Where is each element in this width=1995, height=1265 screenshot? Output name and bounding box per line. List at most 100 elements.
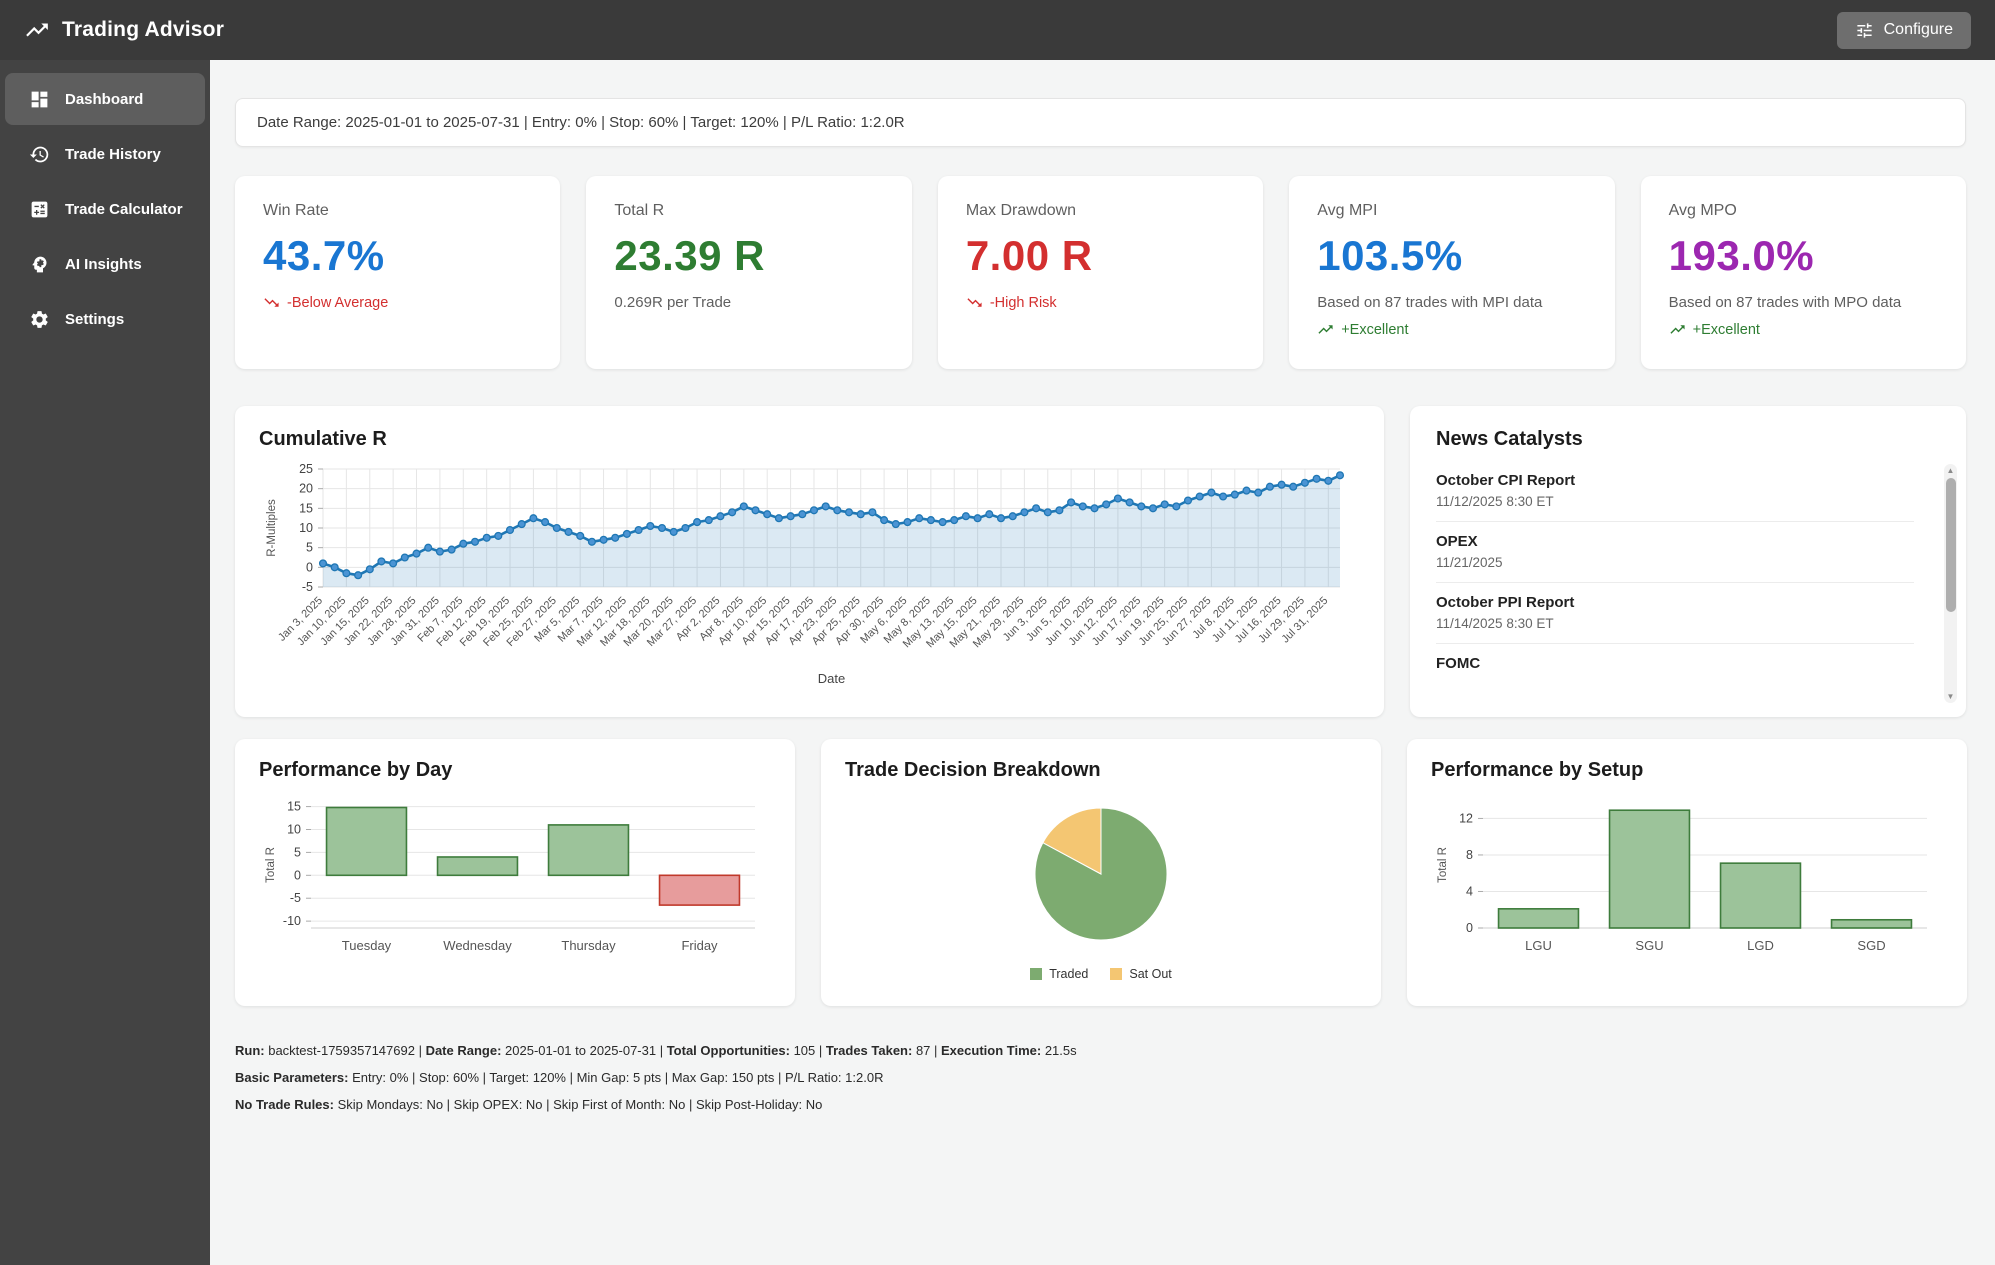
configure-button[interactable]: Configure	[1836, 11, 1971, 49]
legend-label: Traded	[1049, 967, 1089, 981]
sidebar-item-label: Settings	[65, 310, 125, 328]
sidebar-item-dashboard[interactable]: Dashboard	[5, 73, 205, 125]
svg-text:5: 5	[294, 845, 301, 859]
svg-text:R-Multiples: R-Multiples	[266, 499, 278, 557]
kpi-value: 23.39 R	[614, 232, 766, 279]
kpi-label: Avg MPI	[1317, 202, 1378, 219]
svg-text:15: 15	[287, 800, 301, 814]
sidebar-item-trade-history[interactable]: Trade History	[5, 128, 205, 180]
svg-text:0: 0	[1466, 921, 1473, 935]
kpi-trend-text: +Excellent	[1317, 321, 1586, 338]
news-list: October CPI Report 11/12/2025 8:30 ET OP…	[1436, 461, 1940, 689]
kpi-value: 7.00 R	[965, 232, 1093, 279]
svg-text:-5: -5	[290, 891, 301, 905]
legend-item-traded[interactable]: Traded	[1030, 967, 1088, 981]
kpi-label: Total R	[614, 202, 665, 219]
sidebar-item-label: Trade History	[65, 145, 161, 163]
kpi-card-win-rate: Win Rate 43.7% -Below Average	[235, 176, 561, 369]
trade-decision-breakdown-card: Trade Decision Breakdown Traded Sat Out	[821, 739, 1381, 1006]
news-scrollbar[interactable]: ▲ ▼	[1944, 464, 1957, 703]
settings-gear-icon	[31, 310, 48, 328]
kpi-sub-label: +Excellent	[1341, 321, 1409, 338]
cumulative-r-card: Cumulative R -5 0 5 10 15 20 25 Jan 3, 2025 Jan …	[235, 406, 1384, 717]
scroll-down-arrow-icon[interactable]: ▼	[1946, 692, 1955, 701]
news-item[interactable]: FOMC	[1436, 644, 1914, 689]
kpi-label: Max Drawdown	[965, 202, 1077, 219]
svg-text:LGD: LGD	[1747, 938, 1774, 953]
sidebar-item-ai-insights[interactable]: AI Insights	[5, 238, 205, 290]
kpi-card-total-r: Total R 23.39 R 0.269R per Trade	[586, 176, 912, 369]
calculator-icon	[31, 201, 48, 217]
news-item-title: FOMC	[1436, 655, 1481, 672]
sat-out-legend-swatch	[1110, 968, 1123, 980]
performance-by-day-title: Performance by Day	[259, 759, 453, 781]
performance-by-day-chart[interactable]: -10 -5 0 5 10 15 Tuesday Wednesday Thursday Frida…	[259, 792, 771, 989]
configure-label: Configure	[1883, 21, 1953, 38]
trend-icon	[966, 294, 983, 311]
trade-decision-title: Trade Decision Breakdown	[845, 759, 1101, 781]
news-item[interactable]: October CPI Report 11/12/2025 8:30 ET	[1436, 461, 1914, 522]
history-icon	[29, 146, 49, 162]
kpi-trend-text: -Below Average	[263, 294, 532, 311]
kpi-row: Win Rate 43.7% -Below Average Total R 23…	[235, 176, 1967, 369]
news-item[interactable]: October PPI Report 11/14/2025 8:30 ET	[1436, 583, 1914, 644]
svg-text:Friday: Friday	[681, 938, 718, 953]
svg-text:0: 0	[306, 560, 313, 574]
legend-item-sat-out[interactable]: Sat Out	[1110, 967, 1172, 981]
sidebar-item-settings[interactable]: Settings	[5, 293, 205, 345]
svg-text:SGD: SGD	[1857, 938, 1885, 953]
svg-text:Thursday: Thursday	[561, 938, 616, 953]
news-catalysts-title: News Catalysts	[1436, 428, 1583, 450]
main-content: Date Range: 2025-01-01 to 2025-07-31 | E…	[210, 60, 1995, 1125]
charts-row: Cumulative R -5 0 5 10 15 20 25 Jan 3, 2025 Jan …	[235, 406, 1966, 717]
sidebar-item-label: Dashboard	[65, 90, 144, 108]
kpi-label: Avg MPO	[1668, 202, 1737, 219]
kpi-note: Based on 87 trades with MPI data	[1317, 294, 1543, 311]
top-bar: Trading Advisor Configure	[0, 0, 1995, 60]
svg-text:15: 15	[299, 501, 313, 515]
sidebar-item-trade-calculator[interactable]: Trade Calculator	[5, 183, 205, 235]
svg-text:5: 5	[306, 541, 313, 555]
kpi-card-avg-mpi: Avg MPI 103.5% Based on 87 trades with M…	[1289, 176, 1615, 369]
performance-by-day-card: Performance by Day -10 -5 0 5 10 15 Tuesday Wed…	[235, 739, 795, 1006]
svg-text:8: 8	[1466, 848, 1473, 862]
svg-text:Total R: Total R	[265, 847, 277, 883]
svg-text:-5: -5	[302, 580, 313, 594]
news-item-date: 11/12/2025 8:30 ET	[1436, 494, 1554, 509]
kpi-value: 103.5%	[1317, 232, 1463, 279]
svg-text:10: 10	[287, 822, 301, 836]
sidebar-item-label: AI Insights	[65, 255, 142, 273]
performance-by-setup-title: Performance by Setup	[1431, 759, 1644, 781]
kpi-note: 0.269R per Trade	[614, 294, 732, 311]
news-item[interactable]: OPEX 11/21/2025	[1436, 522, 1914, 583]
kpi-value: 193.0%	[1668, 232, 1815, 279]
trade-decision-pie-chart[interactable]	[845, 792, 1357, 965]
trend-icon	[263, 294, 280, 311]
svg-text:12: 12	[1459, 811, 1473, 825]
parameters-info-bar: Date Range: 2025-01-01 to 2025-07-31 | E…	[235, 98, 1966, 147]
svg-text:4: 4	[1466, 884, 1473, 898]
kpi-sub-label: -Below Average	[287, 294, 389, 311]
pie-legend: Traded Sat Out	[845, 967, 1357, 981]
sidebar: Dashboard Trade History Trade Calculator…	[0, 60, 210, 1265]
news-catalysts-card: News Catalysts October CPI Report 11/12/…	[1410, 406, 1966, 717]
trending-up-logo-icon	[26, 23, 48, 37]
app-title: Trading Advisor	[62, 18, 225, 41]
kpi-trend-text: +Excellent	[1669, 321, 1938, 338]
kpi-card-max-drawdown: Max Drawdown 7.00 R -High Risk	[937, 176, 1264, 369]
news-item-title: October CPI Report	[1436, 472, 1576, 489]
news-item-date: 11/14/2025 8:30 ET	[1436, 616, 1554, 631]
kpi-card-avg-mpo: Avg MPO 193.0% Based on 87 trades with M…	[1640, 176, 1967, 369]
bottom-charts-row: Performance by Day -10 -5 0 5 10 15 Tuesday Wed…	[235, 739, 1967, 1006]
scroll-up-arrow-icon[interactable]: ▲	[1946, 466, 1955, 475]
tune-icon	[1857, 22, 1872, 38]
performance-by-setup-chart[interactable]: 0 4 8 12 LGU SGU LGD SGD Total R	[1431, 792, 1943, 989]
kpi-trend-text: -High Risk	[966, 294, 1235, 311]
news-scrollbar-thumb[interactable]	[1945, 478, 1956, 612]
kpi-label: Win Rate	[263, 202, 329, 219]
svg-text:LGU: LGU	[1525, 938, 1552, 953]
dashboard-icon	[31, 91, 48, 107]
svg-text:10: 10	[299, 521, 313, 535]
svg-text:20: 20	[299, 482, 313, 496]
cumulative-r-chart[interactable]: -5 0 5 10 15 20 25 Jan 3, 2025 Jan 10, 2025 Jan 1…	[259, 461, 1360, 694]
